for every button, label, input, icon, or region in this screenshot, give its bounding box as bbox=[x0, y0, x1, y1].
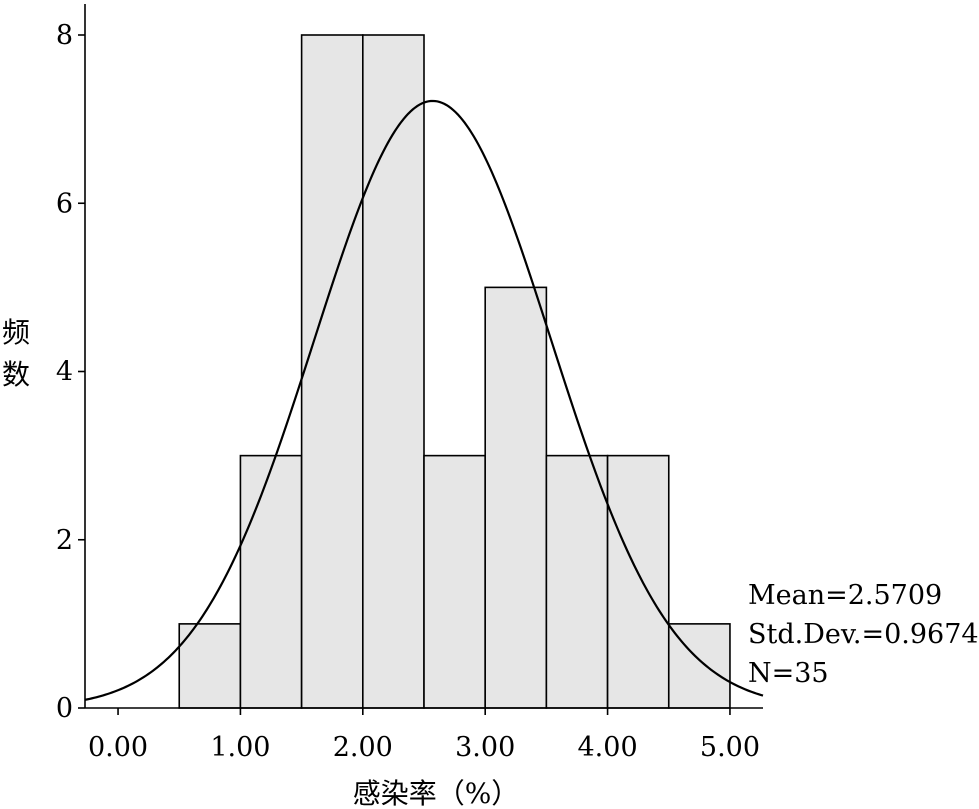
normal-curve bbox=[84, 99, 764, 701]
y-tick-label: 2 bbox=[56, 525, 73, 556]
histogram-bars bbox=[178, 34, 731, 709]
histogram-bar-8 bbox=[606, 454, 670, 709]
x-tick-label: 1.00 bbox=[210, 732, 270, 763]
y-tick-label: 4 bbox=[56, 357, 73, 388]
histogram-bar-1 bbox=[178, 623, 242, 709]
x-axis-label: 感染率（%） bbox=[353, 777, 520, 809]
histogram-bar-3 bbox=[300, 34, 364, 709]
stat-n: N=35 bbox=[748, 658, 829, 689]
x-tick-label: 5.00 bbox=[700, 732, 760, 763]
x-tick-label: 4.00 bbox=[578, 732, 638, 763]
y-tick-label: 8 bbox=[56, 20, 73, 51]
x-tick-label: 3.00 bbox=[455, 732, 515, 763]
y-tick-label: 6 bbox=[56, 188, 73, 219]
x-tick-label: 2.00 bbox=[333, 732, 393, 763]
histogram-bar-4 bbox=[362, 34, 425, 709]
x-ticks: 0.00 1.00 2.00 3.00 4.00 5.00 bbox=[88, 708, 760, 763]
y-axis-label-line1: 频 bbox=[2, 316, 30, 349]
y-tick-label: 0 bbox=[56, 693, 73, 724]
histogram-bar-6 bbox=[484, 286, 548, 709]
histogram-bar-2 bbox=[239, 454, 303, 709]
histogram-bar-7 bbox=[545, 454, 609, 709]
stat-std-dev: Std.Dev.=0.96748 bbox=[748, 619, 979, 650]
x-tick-label: 0.00 bbox=[88, 732, 148, 763]
y-ticks: 0 2 4 6 8 bbox=[56, 20, 85, 724]
stat-mean: Mean=2.5709 bbox=[748, 580, 942, 611]
y-axis-label-line2: 数 bbox=[2, 358, 30, 391]
axes bbox=[84, 4, 763, 709]
histogram-bar-5 bbox=[423, 454, 486, 709]
